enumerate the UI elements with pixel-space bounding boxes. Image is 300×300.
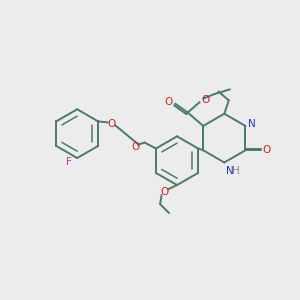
Text: O: O — [263, 145, 271, 155]
Text: N: N — [226, 166, 233, 176]
Text: H: H — [232, 166, 240, 176]
Text: O: O — [107, 119, 116, 129]
Text: O: O — [160, 187, 169, 196]
Text: N: N — [248, 119, 256, 129]
Text: O: O — [202, 95, 210, 105]
Text: F: F — [66, 157, 72, 166]
Text: O: O — [131, 142, 139, 152]
Text: O: O — [165, 97, 173, 107]
